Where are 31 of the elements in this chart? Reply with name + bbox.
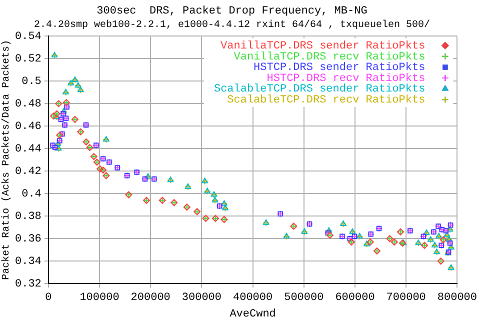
x-tick-label: 0	[45, 292, 52, 304]
x-tick-label: 400000	[232, 292, 273, 304]
legend-label: VanillaTCP.DRS recv RatioPkts	[234, 51, 426, 64]
y-tick-label: 0.4	[22, 188, 42, 201]
x-tick-label: 500000	[284, 292, 324, 304]
y-tick-label: 0.44	[15, 144, 42, 156]
x-axis-title: AveCwnd	[230, 308, 276, 320]
y-tick-label: 0.46	[15, 121, 42, 134]
y-tick-label: 0.36	[15, 234, 42, 246]
x-tick-label: 100000	[80, 292, 120, 304]
y-tick-label: 0.54	[15, 31, 42, 44]
y-tick-label: 0.38	[15, 211, 42, 224]
x-tick-label: 300000	[182, 292, 222, 304]
x-tick-label: 600000	[335, 292, 375, 304]
y-tick-label: 0.42	[15, 166, 42, 178]
legend-label: ScalableTCP.DRS recv RatioPkts	[227, 94, 426, 107]
legend-label: ScalableTCP.DRS sender RatioPkts	[214, 84, 426, 96]
x-tick-label: 200000	[130, 292, 170, 304]
y-tick-label: 0.34	[15, 256, 42, 268]
legend-label: VanillaTCP.DRS sender RatioPkts	[220, 40, 426, 53]
legend-label: HSTCP.DRS sender RatioPkts	[254, 62, 426, 74]
x-tick-label: 700000	[386, 292, 426, 304]
y-tick-label: 0.5	[22, 76, 42, 88]
chart-subtitle: 2.4.20smp web100-2.2.1, e1000-4.4.12 rxint 64/64 , txqueuelen 500/	[34, 18, 430, 31]
legend-label: HSTCP.DRS recv RatioPkts	[266, 72, 426, 85]
chart-title: 300sec DRS, Packet Drop Frequency, MB-NG	[96, 6, 368, 18]
x-tick-label: 800000	[437, 292, 477, 304]
y-tick-label: 0.52	[15, 54, 42, 66]
y-tick-label: 0.32	[15, 278, 42, 291]
y-tick-label: 0.48	[15, 98, 42, 111]
y-axis-title: Packet Ratio (Acks Packets/Data Packets)	[0, 40, 13, 280]
